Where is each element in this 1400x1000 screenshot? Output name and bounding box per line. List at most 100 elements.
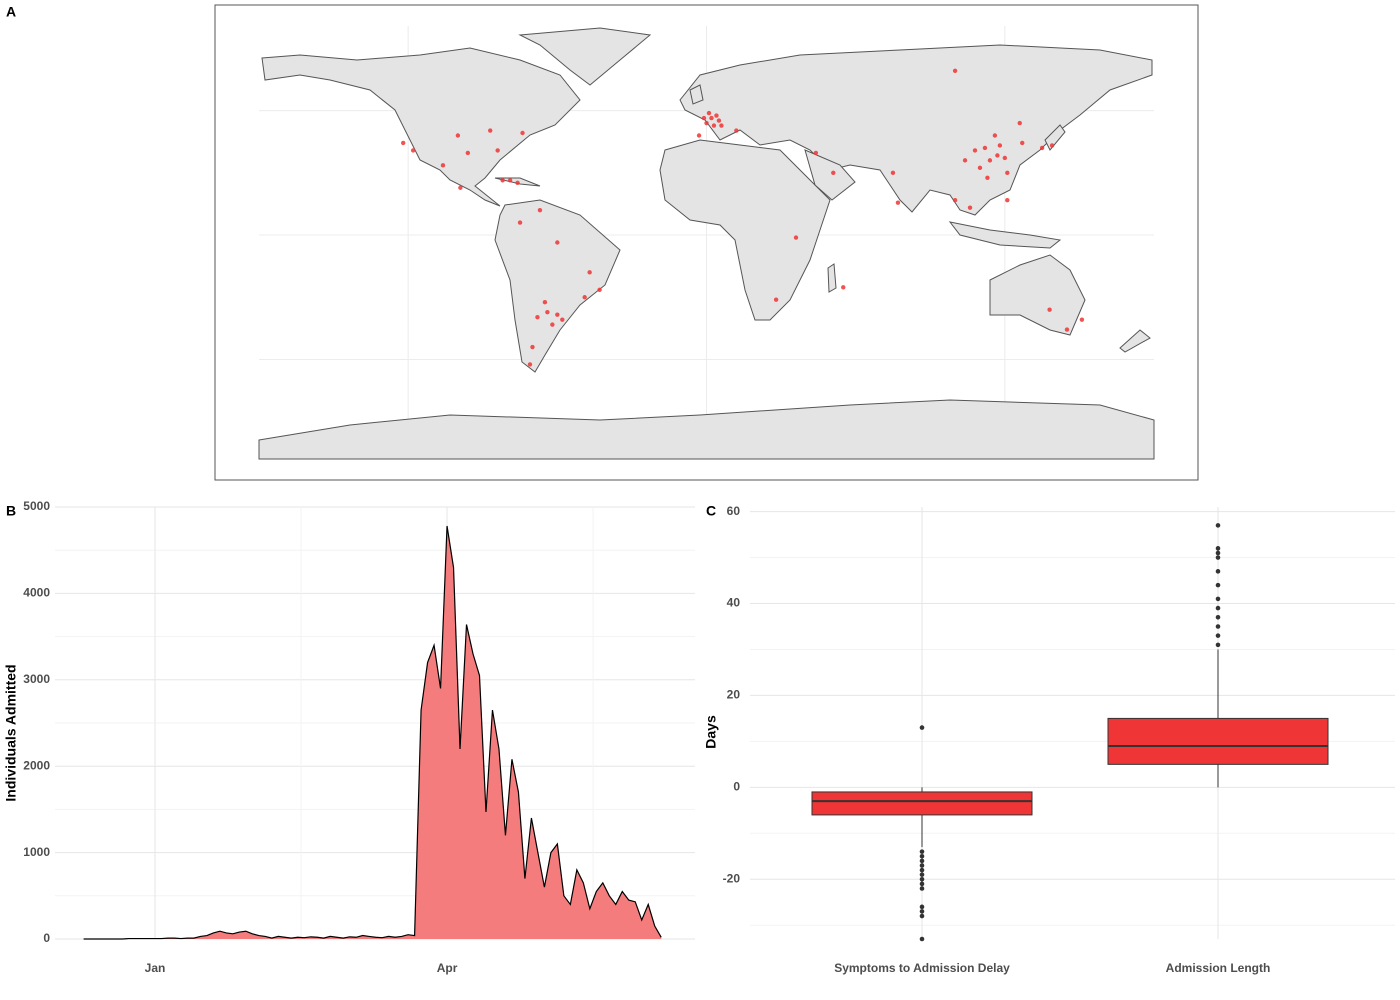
case-point: [890, 170, 896, 176]
outlier: [1215, 614, 1221, 620]
case-point: [410, 148, 416, 153]
x-tick-label: Admission Length: [1166, 961, 1271, 975]
outlier: [919, 886, 925, 891]
y-tick-label: 1000: [23, 845, 50, 859]
case-point: [977, 165, 983, 171]
case-point: [982, 145, 988, 151]
box: [811, 791, 1033, 816]
outlier: [1215, 633, 1221, 638]
case-point: [1079, 317, 1085, 322]
x-tick-label: Apr: [437, 961, 458, 975]
outlier: [919, 853, 925, 859]
case-point: [550, 322, 555, 327]
case-point: [582, 295, 587, 300]
y-axis-title: Days: [703, 715, 719, 749]
outlier: [919, 881, 925, 887]
case-point: [716, 118, 722, 123]
north-america: [261, 47, 581, 207]
case-point: [495, 148, 500, 153]
y-tick-label: 4000: [23, 586, 50, 600]
case-point: [587, 270, 592, 275]
y-tick-label: 3000: [23, 672, 50, 686]
case-point: [1039, 145, 1045, 151]
case-point: [560, 317, 565, 322]
box: [1107, 717, 1329, 765]
case-point: [488, 128, 493, 133]
x-tick-label: Jan: [145, 961, 166, 975]
case-point: [985, 175, 990, 180]
outlier: [1215, 624, 1221, 629]
case-point: [1002, 155, 1008, 161]
outlier: [1215, 582, 1221, 588]
case-point: [995, 153, 1000, 158]
y-tick-label: 5000: [23, 499, 50, 513]
madagascar: [827, 263, 837, 293]
case-point: [517, 220, 523, 225]
outlier: [1215, 523, 1221, 528]
outlier: [919, 863, 925, 868]
case-point: [997, 143, 1003, 148]
panel-label: C: [706, 503, 716, 519]
case-point: [507, 178, 513, 183]
case-point: [555, 240, 560, 245]
outlier: [919, 725, 925, 730]
case-point: [535, 314, 540, 320]
y-tick-label: 40: [727, 596, 741, 610]
x-tick-label: Symptoms to Admission Delay: [834, 961, 1010, 975]
case-point: [455, 133, 461, 138]
outlier: [1215, 642, 1221, 648]
eurasia: [679, 44, 1153, 216]
outlier: [1215, 550, 1221, 556]
y-tick-label: 0: [43, 931, 50, 945]
outlier: [919, 849, 925, 854]
outlier: [1215, 605, 1221, 611]
case-point: [1005, 170, 1010, 176]
case-point: [831, 170, 836, 176]
antarctica: [258, 399, 1155, 460]
case-point: [1049, 143, 1055, 148]
case-point: [895, 200, 901, 205]
area-line: [83, 525, 662, 940]
y-tick-label: 0: [733, 780, 740, 794]
case-point: [714, 113, 719, 118]
outlier: [1215, 546, 1221, 551]
case-point: [952, 197, 958, 203]
y-axis-title: Individuals Admitted: [3, 664, 19, 801]
outlier: [919, 858, 925, 864]
case-point: [813, 150, 819, 156]
case-point: [952, 68, 958, 73]
case-point: [527, 362, 533, 367]
case-point: [987, 158, 993, 163]
case-point: [597, 287, 602, 292]
y-tick-label: 2000: [23, 758, 50, 772]
japan: [1044, 124, 1066, 151]
case-point: [1005, 197, 1010, 203]
case-point: [841, 285, 846, 290]
case-point: [696, 133, 702, 138]
south-america: [494, 199, 621, 373]
case-point: [465, 150, 471, 156]
case-point: [1020, 140, 1025, 146]
case-point: [530, 344, 535, 350]
outlier: [919, 936, 925, 942]
case-point: [1064, 327, 1070, 332]
outlier: [919, 876, 925, 882]
outlier: [919, 867, 925, 873]
case-point: [500, 178, 505, 183]
uk: [689, 84, 704, 105]
case-point: [440, 163, 446, 168]
africa: [659, 139, 831, 321]
continents: [258, 27, 1155, 460]
case-point: [773, 297, 779, 302]
outlier: [1215, 555, 1221, 560]
case-point: [537, 207, 543, 213]
case-point: [734, 128, 739, 133]
greenland: [518, 27, 652, 86]
area-fill: [83, 526, 662, 939]
outlier: [1215, 596, 1221, 602]
outlier: [919, 913, 925, 919]
outlier: [919, 872, 925, 877]
case-point: [962, 158, 968, 163]
